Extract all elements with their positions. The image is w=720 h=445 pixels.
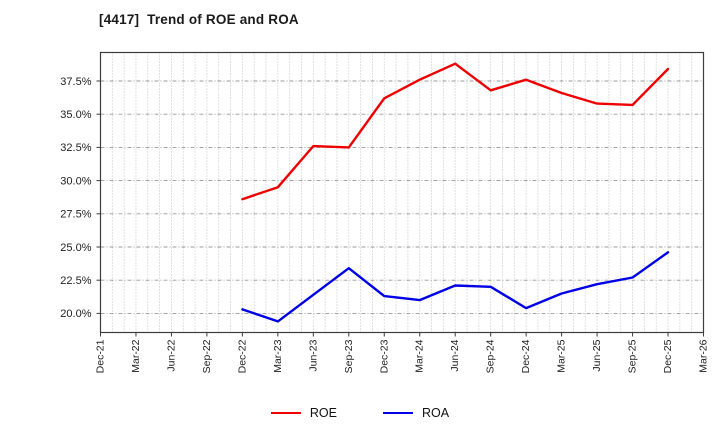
y-tick-label: 37.5%	[60, 76, 91, 88]
x-tick-label: Sep-24	[485, 339, 497, 373]
roa-line-swatch	[383, 412, 413, 414]
x-tick-label: Mar-23	[272, 339, 284, 372]
y-tick-label: 27.5%	[60, 209, 91, 221]
y-tick-label: 22.5%	[60, 275, 91, 287]
series-line-roe	[241, 62, 670, 201]
y-axis-labels: 20.0% 22.5% 25.0% 27.5% 30.0% 32.5% 35.0% 37.5%	[60, 76, 101, 320]
y-tick-label: 35.0%	[60, 109, 91, 121]
x-tick-label: Mar-26	[698, 339, 710, 372]
gridlines	[100, 52, 704, 333]
x-tick-label: Mar-24	[414, 339, 426, 372]
x-tick-label: Dec-22	[236, 339, 248, 373]
series-line-roa	[241, 251, 670, 323]
x-tick-label: Mar-25	[556, 339, 568, 372]
legend-item-roa: ROA	[383, 406, 449, 420]
x-tick-label: Sep-25	[627, 339, 639, 373]
y-tick-label: 32.5%	[60, 142, 91, 154]
x-tick-label: Jun-23	[307, 339, 319, 371]
x-tick-label: Jun-24	[449, 339, 461, 371]
y-tick-label: 25.0%	[60, 242, 91, 254]
x-axis-labels: Dec-21 Mar-22 Jun-22 Sep-22 Dec-22 Mar-23 Jun-…	[95, 332, 710, 373]
x-tick-label: Dec-23	[378, 339, 390, 373]
legend: ROE ROA	[0, 406, 720, 420]
x-tick-label: Sep-22	[201, 339, 213, 373]
y-tick-label: 30.0%	[60, 175, 91, 187]
x-tick-label: Dec-24	[520, 339, 532, 373]
legend-item-roe: ROE	[270, 406, 337, 420]
x-tick-label: Dec-21	[95, 339, 107, 373]
legend-label-roe: ROE	[309, 406, 337, 420]
plot-border	[99, 51, 705, 334]
x-tick-label: Sep-23	[343, 339, 355, 373]
x-tick-label: Jun-22	[165, 339, 177, 371]
roe-line-swatch	[270, 412, 301, 414]
y-tick-label: 20.0%	[60, 308, 91, 320]
legend-label-roa: ROA	[422, 406, 450, 420]
x-tick-label: Dec-25	[662, 339, 674, 373]
x-tick-label: Mar-22	[130, 339, 142, 372]
chart-title: [4417] Trend of ROE and ROA	[99, 12, 299, 27]
x-tick-label: Jun-25	[591, 339, 603, 371]
